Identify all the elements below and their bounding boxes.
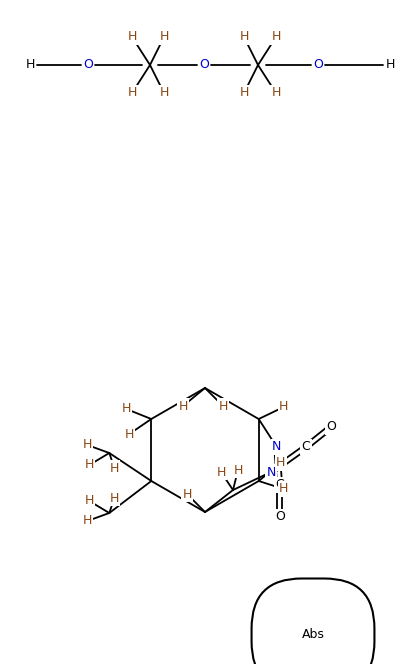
Text: N: N	[272, 440, 281, 454]
Text: H: H	[84, 495, 94, 507]
Text: O: O	[275, 511, 285, 523]
Text: O: O	[313, 58, 323, 72]
Text: H: H	[216, 465, 226, 479]
Text: H: H	[178, 400, 188, 412]
Text: O: O	[199, 58, 209, 72]
Text: C: C	[302, 440, 310, 454]
Text: H: H	[127, 31, 136, 44]
Text: H: H	[239, 86, 249, 100]
Text: H: H	[279, 400, 289, 414]
Text: H: H	[159, 86, 169, 100]
Text: H: H	[110, 461, 119, 475]
Text: H: H	[84, 459, 94, 471]
Text: N: N	[266, 465, 276, 479]
Text: C: C	[276, 479, 284, 491]
Text: H: H	[159, 31, 169, 44]
Text: H: H	[125, 428, 134, 440]
Text: H: H	[83, 438, 92, 452]
Text: H: H	[271, 31, 281, 44]
Text: H: H	[234, 463, 243, 477]
Text: H: H	[83, 515, 92, 527]
Text: Abs: Abs	[302, 629, 324, 641]
Text: H: H	[276, 457, 285, 469]
Text: H: H	[279, 483, 289, 495]
Text: H: H	[122, 402, 131, 416]
Text: H: H	[218, 400, 228, 412]
Text: O: O	[83, 58, 93, 72]
Text: H: H	[127, 86, 136, 100]
Text: H: H	[239, 31, 249, 44]
Text: H: H	[385, 58, 395, 72]
Text: H: H	[25, 58, 35, 72]
Text: O: O	[326, 420, 336, 434]
Text: H: H	[182, 487, 192, 501]
Text: H: H	[271, 86, 281, 100]
Text: H: H	[110, 491, 119, 505]
